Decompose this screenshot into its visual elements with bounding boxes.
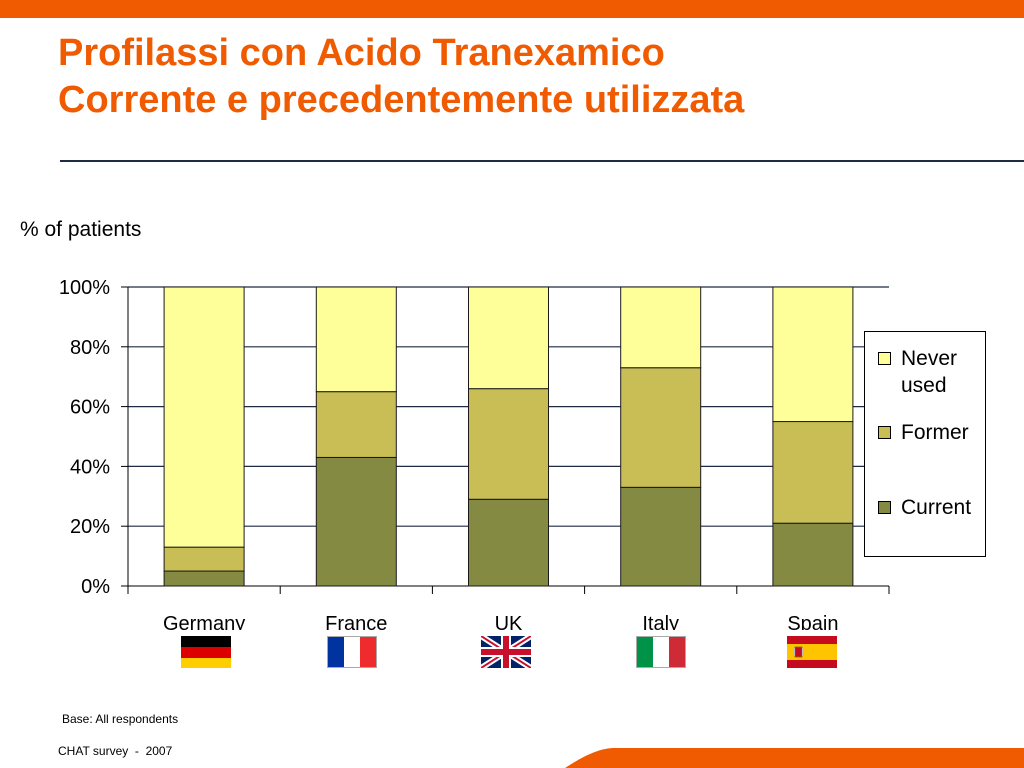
uk-flag-icon (481, 636, 531, 668)
france-flag-icon (327, 636, 377, 668)
x-tick-label: France (325, 613, 387, 630)
title-divider (60, 160, 1024, 162)
y-tick-label: 60% (70, 397, 110, 419)
source-note: CHAT survey - 2007 (58, 744, 173, 758)
italy-flag-icon (636, 636, 686, 668)
chart-legend: Never used Former Current (864, 331, 986, 557)
y-tick-label: 0% (81, 576, 110, 598)
bar-former-italy (620, 367, 702, 488)
legend-swatch-never-used (878, 352, 891, 365)
bar-current-spain (772, 522, 854, 587)
bar-former-france (315, 391, 397, 458)
legend-label-current: Current (901, 496, 972, 519)
footnote: Base: All respondents (62, 712, 179, 726)
x-tick-label: Italy (642, 613, 679, 630)
y-tick-label: 100% (59, 277, 110, 299)
legend-item-current: Current (878, 494, 981, 521)
legend-item-never-used: Never used (878, 345, 981, 399)
y-tick-label: 40% (70, 456, 110, 478)
bar-never-used-uk (468, 286, 549, 390)
bar-former-uk (468, 388, 549, 500)
title-line-2: Corrente e precedentemente utilizzata (58, 79, 745, 121)
x-tick-label: UK (495, 613, 523, 630)
bar-never-used-italy (620, 286, 702, 369)
legend-swatch-former (878, 426, 891, 439)
bar-never-used-germany (163, 286, 245, 548)
legend-label-never-used: Never used (901, 347, 958, 397)
bar-never-used-france (315, 286, 397, 393)
y-axis-label: % of patients (20, 218, 142, 241)
bar-former-germany (163, 546, 245, 572)
bar-current-uk (468, 498, 549, 587)
stacked-bar-chart: 0% 20% 40% 60% 80% 100% Germany France UK Italy Sp… (59, 277, 890, 630)
y-tick-label: 20% (70, 516, 110, 538)
bar-current-italy (620, 486, 702, 587)
y-tick-label: 80% (70, 337, 110, 359)
bar-current-germany (163, 570, 245, 587)
bar-current-france (315, 456, 397, 587)
spain-flag-icon (787, 636, 837, 668)
legend-swatch-current (878, 501, 891, 514)
bar-former-spain (772, 421, 854, 524)
legend-item-former: Former (878, 419, 981, 446)
germany-flag-icon (181, 636, 231, 668)
bar-never-used-spain (772, 286, 854, 423)
slide-title: Profilassi con Acido Tranexamico Corrent… (58, 30, 744, 124)
legend-label-former: Former (901, 421, 969, 444)
title-line-1: Profilassi con Acido Tranexamico (58, 32, 665, 74)
x-tick-label: Germany (163, 613, 245, 630)
top-accent-bar (0, 0, 1024, 18)
x-tick-label: Spain (787, 613, 838, 630)
